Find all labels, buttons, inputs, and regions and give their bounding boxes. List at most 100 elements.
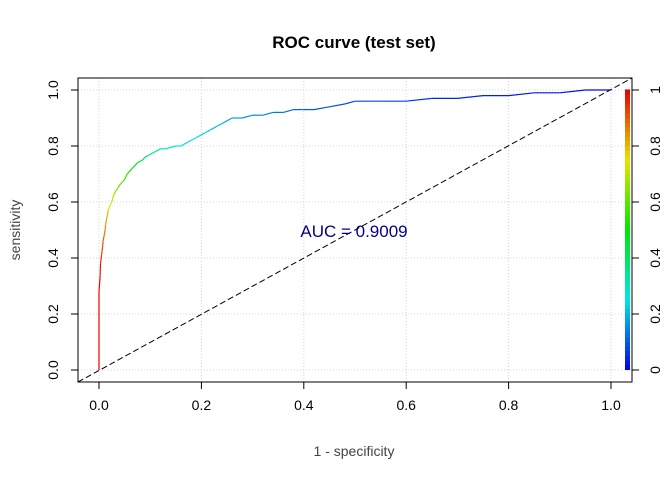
colorbar-segment [625, 280, 630, 286]
roc-segment [190, 137, 197, 141]
colorbar-segment [625, 355, 630, 361]
roc-segment [139, 159, 143, 162]
roc-segment [113, 190, 117, 194]
colorbar-segment [625, 364, 630, 370]
colorbar-segment [625, 285, 630, 291]
roc-segment [100, 246, 104, 256]
colorbar-segment [625, 248, 630, 254]
colorbar-segment [625, 140, 630, 146]
grid-lines [78, 78, 632, 382]
colorbar-segment [625, 182, 630, 188]
roc-segment [117, 184, 121, 189]
roc-segment [144, 155, 148, 158]
colorbar-segment [625, 154, 630, 160]
colorbar-segment [625, 262, 630, 268]
roc-segment [104, 224, 107, 231]
colorbar-segment [625, 117, 630, 123]
colorbar-segment [625, 318, 630, 324]
roc-segment [508, 92, 535, 97]
y-tick-label: 0.2 [45, 304, 61, 324]
roc-segment [107, 207, 110, 211]
colorbar-segment [625, 136, 630, 142]
colorbar-segment [625, 89, 630, 95]
roc-segment [124, 173, 128, 180]
roc-segment [195, 134, 202, 139]
colorbar-segment [625, 206, 630, 212]
colorbar-segment [625, 299, 630, 305]
x-tick-label: 0.4 [294, 397, 314, 413]
colorbar-segment [625, 168, 630, 174]
y-tick-label: 0.0 [45, 360, 61, 380]
roc-segment [226, 117, 233, 122]
colorbar-segment [625, 229, 630, 235]
colorbar-segment [625, 276, 630, 282]
roc-segment [155, 148, 161, 153]
y-tick-label: 0.6 [45, 192, 61, 212]
colorbar-segment [625, 192, 630, 198]
roc-segment [129, 167, 133, 172]
roc-segment [131, 165, 136, 169]
colorbar-tick-label: 0.2 [647, 304, 663, 324]
colorbar-segment [625, 173, 630, 179]
roc-segment [111, 196, 114, 203]
roc-segment [102, 235, 105, 242]
roc-segment [180, 142, 187, 147]
colorbar-segment [625, 308, 630, 314]
auc-annotation: AUC = 0.9009 [300, 222, 407, 241]
colorbar-segment [625, 360, 630, 366]
colorbar-segment [625, 210, 630, 216]
roc-segment [109, 201, 113, 206]
roc-segment [147, 153, 151, 157]
colorbar-segment [625, 243, 630, 249]
roc-curve [98, 89, 611, 370]
roc-segment [559, 89, 586, 94]
colorbar-segment [625, 290, 630, 296]
y-tick-label: 0.4 [45, 248, 61, 268]
x-axis-ticks: 0.0 0.2 0.4 0.6 0.8 1.0 [89, 382, 621, 413]
roc-segment [115, 187, 119, 192]
colorbar-segment [625, 327, 630, 333]
roc-segment [185, 139, 192, 144]
roc-segment [106, 213, 109, 219]
roc-segment [206, 128, 212, 133]
roc-segment [283, 109, 294, 113]
colorbar-segment [625, 346, 630, 352]
roc-segment [406, 97, 432, 102]
roc-segment [262, 111, 274, 116]
roc-segment [170, 145, 176, 148]
colorbar-segment [625, 220, 630, 226]
colorbar-tick-label: 0.8 [647, 136, 663, 156]
roc-segment [121, 179, 126, 183]
roc-segment [108, 204, 111, 208]
colorbar-segment [625, 131, 630, 137]
colorbar-segment [625, 98, 630, 104]
colorbar-segment [625, 215, 630, 221]
colorbar-segment [625, 122, 630, 128]
x-axis-label: 1 - specificity [314, 443, 395, 459]
x-tick-label: 0.6 [396, 397, 416, 413]
colorbar-segment [625, 159, 630, 165]
colorbar-segment [625, 332, 630, 338]
colorbar-segment [625, 196, 630, 202]
colorbar-segment [625, 145, 630, 151]
y-tick-label: 0.8 [45, 136, 61, 156]
roc-segment [112, 193, 115, 197]
colorbar-segment [625, 257, 630, 263]
roc-segment [211, 125, 218, 130]
roc-segment [126, 170, 131, 175]
roc-segment [98, 277, 101, 292]
roc-segment [119, 181, 123, 186]
y-axis-label: sensitivity [7, 200, 23, 261]
roc-segment [142, 156, 146, 161]
colorbar-segment [625, 336, 630, 342]
y-axis-ticks: 0.0 0.2 0.4 0.6 0.8 1.0 [45, 80, 78, 380]
roc-segment [329, 103, 345, 108]
colorbar-segment [625, 112, 630, 118]
roc-segment [99, 255, 103, 264]
colorbar-segment [625, 108, 630, 114]
colorbar-segment [625, 201, 630, 207]
colorbar-segment [625, 313, 630, 319]
colorbar-ticks: 0 0.2 0.4 0.6 0.8 1 [631, 86, 663, 374]
colorbar-segment [625, 150, 630, 156]
